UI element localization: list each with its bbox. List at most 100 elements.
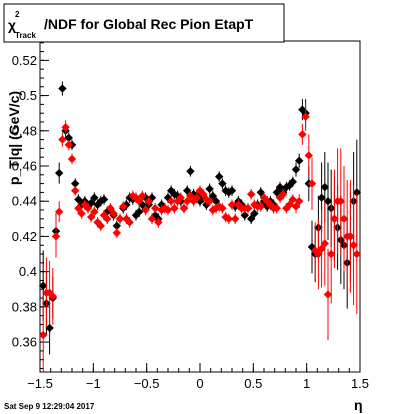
data-point xyxy=(227,186,237,195)
title-superscript: 2 xyxy=(15,10,20,19)
data-point xyxy=(167,197,176,206)
data-point xyxy=(144,197,153,206)
data-point xyxy=(208,191,217,201)
x-tick-label: 0.5 xyxy=(244,376,262,391)
data-point xyxy=(61,123,70,132)
data-point xyxy=(224,214,233,224)
data-point xyxy=(71,186,80,195)
data-point xyxy=(352,249,361,259)
x-tick-label: −1 xyxy=(86,376,101,391)
data-point xyxy=(211,197,221,206)
data-point xyxy=(39,330,48,340)
title-box xyxy=(3,3,285,43)
data-point xyxy=(247,214,256,224)
data-point xyxy=(90,207,99,216)
data-point xyxy=(74,204,83,213)
data-point xyxy=(135,197,144,206)
data-point xyxy=(279,189,288,199)
data-point xyxy=(352,188,361,197)
y-tick-label: 0.46 xyxy=(12,159,37,174)
data-point xyxy=(256,188,265,197)
data-point xyxy=(115,214,125,224)
y-tick-label: 0.42 xyxy=(12,229,37,244)
data-point xyxy=(131,193,141,202)
data-point xyxy=(106,204,115,213)
data-point xyxy=(256,202,265,211)
y-axis-ticks: 0.36 0.38 0.4 0.42 0.44 0.46 0.48 0.5 0.52 xyxy=(12,42,49,369)
data-point xyxy=(125,218,134,227)
data-series xyxy=(39,81,361,372)
page-title: /NDF for Global Rec Pion EtapT xyxy=(44,16,254,32)
y-tick-label: 0.38 xyxy=(12,299,37,314)
data-point xyxy=(109,209,118,218)
data-point xyxy=(231,214,240,224)
data-point xyxy=(291,202,301,211)
data-point xyxy=(272,204,281,213)
data-point xyxy=(288,177,297,187)
x-axis-title: η xyxy=(354,397,363,413)
data-point xyxy=(320,239,329,248)
data-point xyxy=(74,195,83,204)
timestamp: Sat Sep 9 12:29:04 2017 xyxy=(4,402,95,411)
x-tick-label: −1.5 xyxy=(27,376,53,391)
x-tick-label: 1.5 xyxy=(351,376,369,391)
data-point xyxy=(317,193,326,202)
data-point xyxy=(138,191,147,201)
data-point xyxy=(327,249,336,259)
data-point xyxy=(103,214,112,224)
data-point xyxy=(346,232,355,241)
data-point xyxy=(215,172,224,181)
data-point xyxy=(317,244,326,253)
data-point xyxy=(314,249,323,259)
data-point xyxy=(218,179,227,188)
data-point xyxy=(58,135,67,144)
data-point xyxy=(163,193,173,202)
data-point xyxy=(192,193,201,202)
data-point xyxy=(147,193,157,202)
data-point xyxy=(186,191,195,201)
y-tick-label: 0.5 xyxy=(19,88,37,103)
data-point xyxy=(141,205,150,215)
data-point xyxy=(275,193,285,202)
data-point xyxy=(199,189,208,199)
data-point xyxy=(275,182,285,192)
y-tick-label: 0.52 xyxy=(12,53,37,68)
data-point xyxy=(320,182,329,192)
data-point xyxy=(71,179,80,188)
data-point xyxy=(349,241,358,250)
data-point xyxy=(87,212,96,222)
data-point xyxy=(272,188,281,197)
data-point xyxy=(55,207,64,216)
data-point xyxy=(154,218,163,227)
data-point xyxy=(99,211,109,220)
data-point xyxy=(170,204,179,213)
x-tick-label: 1 xyxy=(303,376,310,391)
data-point xyxy=(96,221,105,231)
data-point xyxy=(119,202,128,211)
data-point xyxy=(285,200,294,209)
data-point xyxy=(51,232,61,241)
data-point xyxy=(112,221,121,231)
data-point xyxy=(295,197,304,206)
data-point xyxy=(323,290,333,299)
data-point xyxy=(243,204,253,213)
y-tick-label: 0.36 xyxy=(12,335,37,350)
data-point xyxy=(205,184,214,194)
x-axis-ticks: −1.5 −1 −0.5 0 0.5 1 1.5 xyxy=(27,363,369,391)
data-point xyxy=(295,156,304,165)
data-point xyxy=(240,211,249,220)
data-point xyxy=(45,323,54,333)
data-point xyxy=(83,204,93,213)
y-axis-title: p_T|q| (GeV/c) xyxy=(6,91,22,185)
series-2 xyxy=(39,102,361,372)
data-point xyxy=(291,165,301,174)
data-point xyxy=(304,151,313,160)
data-point xyxy=(67,154,77,164)
data-point xyxy=(87,198,96,208)
data-point xyxy=(179,204,189,213)
x-tick-label: 0 xyxy=(196,376,203,391)
data-point xyxy=(298,130,307,139)
x-tick-label: −0.5 xyxy=(134,376,160,391)
